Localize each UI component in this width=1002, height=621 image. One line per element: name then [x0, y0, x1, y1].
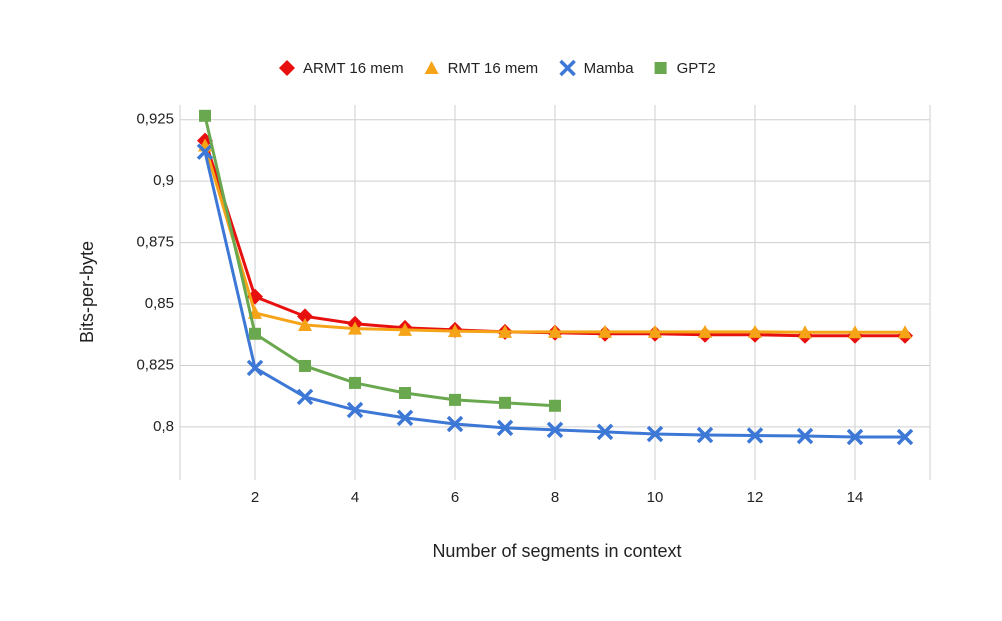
marker: [598, 324, 612, 338]
marker: [746, 427, 764, 444]
y-tick-label: 0,8: [153, 418, 174, 435]
legend-marker: [279, 60, 295, 76]
marker: [798, 325, 812, 339]
marker: [546, 421, 564, 439]
legend-marker: [559, 59, 576, 77]
legend-label: GPT2: [677, 60, 716, 77]
legend-label: ARMT 16 mem: [303, 60, 404, 77]
marker: [446, 415, 464, 433]
marker: [398, 322, 412, 336]
legend-label: RMT 16 mem: [448, 60, 539, 77]
x-tick-label: 10: [647, 489, 664, 506]
marker: [646, 425, 664, 443]
marker: [396, 409, 414, 427]
marker: [696, 426, 714, 444]
marker: [199, 109, 211, 122]
x-tick-label: 2: [251, 489, 259, 506]
y-tick-label: 0,85: [145, 295, 174, 312]
marker: [349, 376, 361, 389]
y-tick-label: 0,9: [153, 172, 174, 189]
marker: [548, 324, 562, 338]
x-axis-label: Number of segments in context: [432, 541, 681, 561]
y-tick-label: 0,875: [136, 234, 174, 251]
marker: [299, 359, 311, 372]
x-tick-label: 8: [551, 489, 559, 506]
marker: [898, 325, 912, 339]
marker: [748, 324, 762, 338]
marker: [846, 428, 864, 446]
marker: [896, 428, 914, 446]
y-tick-label: 0,825: [136, 356, 174, 373]
marker: [549, 399, 561, 412]
marker: [196, 143, 214, 160]
x-tick-label: 14: [847, 489, 864, 506]
marker: [346, 401, 364, 419]
marker: [249, 327, 261, 340]
x-tick-label: 6: [451, 489, 459, 506]
y-tick-label: 0,925: [136, 111, 174, 128]
legend-label: Mamba: [584, 60, 635, 77]
marker: [448, 324, 462, 338]
marker: [399, 387, 411, 400]
marker: [296, 388, 314, 406]
marker: [499, 396, 511, 409]
legend-marker: [654, 62, 667, 74]
marker: [298, 317, 312, 331]
marker: [796, 427, 814, 445]
x-tick-label: 4: [351, 489, 359, 506]
marker: [496, 419, 514, 437]
marker: [246, 359, 264, 377]
marker: [297, 308, 313, 325]
marker: [498, 324, 512, 338]
marker: [348, 321, 362, 335]
y-axis-label: Bits-per-byte: [77, 241, 97, 343]
marker: [848, 325, 862, 339]
marker: [596, 423, 614, 441]
legend-marker: [424, 61, 439, 74]
marker: [698, 324, 712, 338]
x-tick-label: 12: [747, 489, 764, 506]
marker: [648, 324, 662, 338]
marker: [449, 393, 461, 406]
series-line: [203, 115, 556, 408]
